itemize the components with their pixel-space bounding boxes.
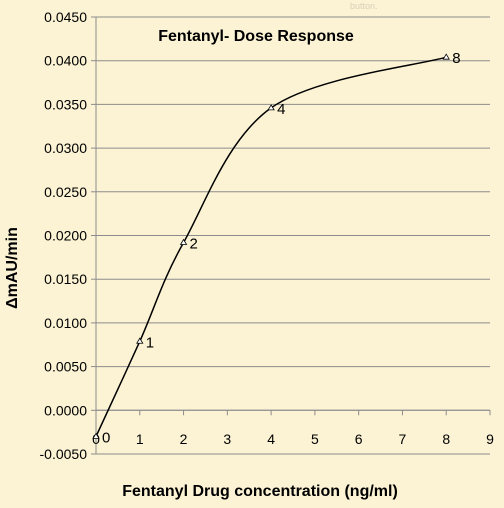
x-axis-title: Fentanyl Drug concentration (ng/ml) <box>122 483 398 500</box>
data-point-marker <box>136 337 144 344</box>
labels-layer: 0 1 2 4 8 <box>102 50 461 446</box>
x-tick-label: 0 <box>92 431 100 447</box>
grid-layer <box>96 16 490 455</box>
x-tick-label: 8 <box>442 431 450 447</box>
x-tick-label: 2 <box>180 431 188 447</box>
line-layer <box>95 56 447 437</box>
data-point-label: 4 <box>277 101 285 118</box>
y-tick-label: 0.0450 <box>44 9 87 25</box>
series-line <box>95 56 447 437</box>
data-point-marker <box>179 238 188 245</box>
x-tick-label: 3 <box>223 431 231 447</box>
data-point-marker <box>92 432 100 439</box>
points-layer <box>92 53 450 439</box>
y-tick-label: 0.0250 <box>44 184 87 200</box>
y-tick-label: 0.0100 <box>44 315 87 331</box>
y-tick-label: 0.0350 <box>44 96 87 112</box>
y-tick-label: 0.0300 <box>44 140 87 156</box>
data-point-label: 1 <box>146 334 154 351</box>
data-point-label: 0 <box>102 430 110 447</box>
x-tick-label: 5 <box>311 431 319 447</box>
overlay-ghost-text: button. <box>350 1 378 11</box>
y-tick-label: 0.0200 <box>44 228 87 244</box>
x-tick-label: 6 <box>355 431 363 447</box>
data-point-marker <box>267 104 275 111</box>
y-tick-label: 0.0050 <box>44 359 87 375</box>
x-tick-label: 7 <box>399 431 407 447</box>
y-tick-label: 0.0150 <box>44 271 87 287</box>
y-tick-label: -0.0050 <box>40 446 88 462</box>
y-tick-label: 0.0400 <box>44 53 87 69</box>
y-tick-label: 0.0000 <box>44 402 87 418</box>
x-tick-label: 9 <box>486 431 494 447</box>
axes-layer: -0.0050 0.0000 0.0050 0.0100 0.0150 0.0200 0.0… <box>40 9 495 462</box>
data-point-label: 8 <box>452 50 460 67</box>
y-axis-title: ΔmAU/min <box>4 227 21 309</box>
x-tick-label: 4 <box>267 431 275 447</box>
data-point-label: 2 <box>190 235 198 252</box>
x-tick-label: 1 <box>136 431 144 447</box>
chart-title: Fentanyl- Dose Response <box>158 28 354 45</box>
data-point-marker <box>442 53 450 60</box>
